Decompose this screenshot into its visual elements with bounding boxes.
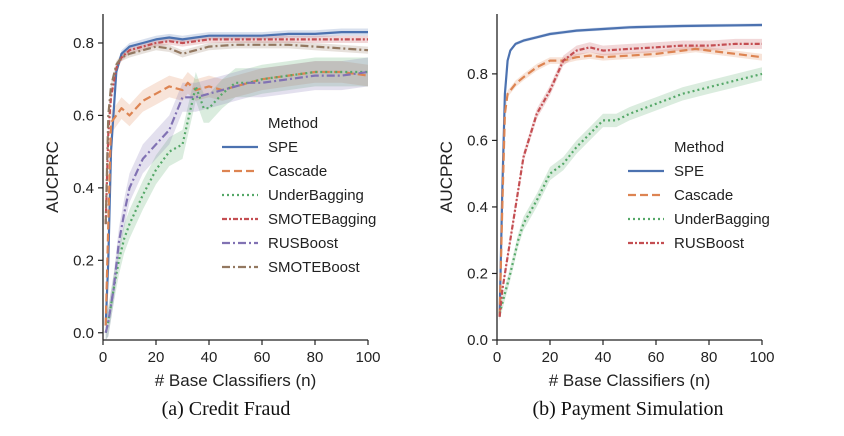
x-tick-label: 60 — [254, 349, 271, 366]
legend-label-cascade: Cascade — [268, 163, 327, 180]
series-line-smotebagging — [104, 38, 368, 225]
x-tick-label: 80 — [701, 349, 718, 366]
y-tick-label: 0.8 — [467, 66, 488, 83]
y-tick-label: 0.0 — [467, 332, 488, 349]
caption-b: (b) Payment Simulation — [532, 398, 724, 420]
legend-label-rusboost: RUSBoost — [674, 235, 745, 252]
band-underbagging — [105, 57, 368, 340]
legend-label-smotebagging: SMOTEBagging — [268, 211, 376, 228]
legend-label-spe: SPE — [268, 139, 298, 156]
legend-title: Method — [268, 115, 318, 132]
caption-a: (a) Credit Fraud — [161, 398, 291, 420]
x-tick-label: 20 — [542, 349, 559, 366]
legend-label-smoteboost: SMOTEBoost — [268, 259, 361, 276]
legend-label-spe: SPE — [674, 163, 704, 180]
series-line-cascade — [104, 70, 369, 326]
x-tick-label: 100 — [749, 349, 774, 366]
panel-payment-simulation: 0 20 40 60 80 100 0.0 0.2 0.4 0.6 0.8 # Base Classi… — [437, 14, 775, 390]
x-tick-label: 100 — [355, 349, 380, 366]
series-line-rusboost — [498, 42, 762, 317]
series-line-underbagging — [104, 70, 368, 334]
legend-label-cascade: Cascade — [674, 187, 733, 204]
series-line-rusboost — [104, 70, 369, 334]
legend-label-underbagging: UnderBagging — [674, 211, 770, 228]
x-tick-label: 80 — [307, 349, 324, 366]
legend: Method SPE Cascade UnderBagging RUSBoost — [628, 139, 770, 252]
x-tick-label: 60 — [648, 349, 665, 366]
series-line-smoteboost — [104, 43, 369, 225]
band-rusboost — [105, 57, 368, 340]
y-tick-label: 0.6 — [467, 132, 488, 149]
y-tick-label: 0.8 — [73, 35, 94, 52]
x-axis-label: # Base Classifiers (n) — [549, 371, 711, 390]
legend-title: Method — [674, 139, 724, 156]
legend-label-underbagging: UnderBagging — [268, 187, 364, 204]
band-underbagging — [499, 67, 762, 320]
series-line-cascade — [498, 47, 763, 317]
x-tick-label: 40 — [595, 349, 612, 366]
x-tick-label: 0 — [493, 349, 501, 366]
panel-credit-fraud: 0 20 40 60 80 100 0.0 0.2 0.4 0.6 0.8 # Base Classi… — [43, 14, 381, 390]
x-axis-label: # Base Classifiers (n) — [155, 371, 317, 390]
y-axis-label: AUCPRC — [43, 141, 62, 213]
y-tick-label: 0.4 — [73, 180, 94, 197]
y-tick-label: 0.4 — [467, 199, 488, 216]
series-line-underbagging — [498, 72, 763, 314]
legend: Method SPE Cascade UnderBagging SMOTEBagging… — [222, 115, 376, 276]
series-line-spe — [104, 30, 368, 326]
legend-label-rusboost: RUSBoost — [268, 235, 339, 252]
series-line-spe — [498, 23, 763, 317]
y-axis-label: AUCPRC — [437, 141, 456, 213]
y-tick-label: 0.6 — [73, 107, 94, 124]
y-tick-label: 0.2 — [467, 265, 488, 282]
band-cascade — [499, 45, 762, 320]
y-tick-label: 0.0 — [73, 325, 94, 342]
y-tick-label: 0.2 — [73, 252, 94, 269]
x-tick-label: 20 — [148, 349, 165, 366]
x-tick-label: 40 — [201, 349, 218, 366]
x-tick-label: 0 — [99, 349, 107, 366]
